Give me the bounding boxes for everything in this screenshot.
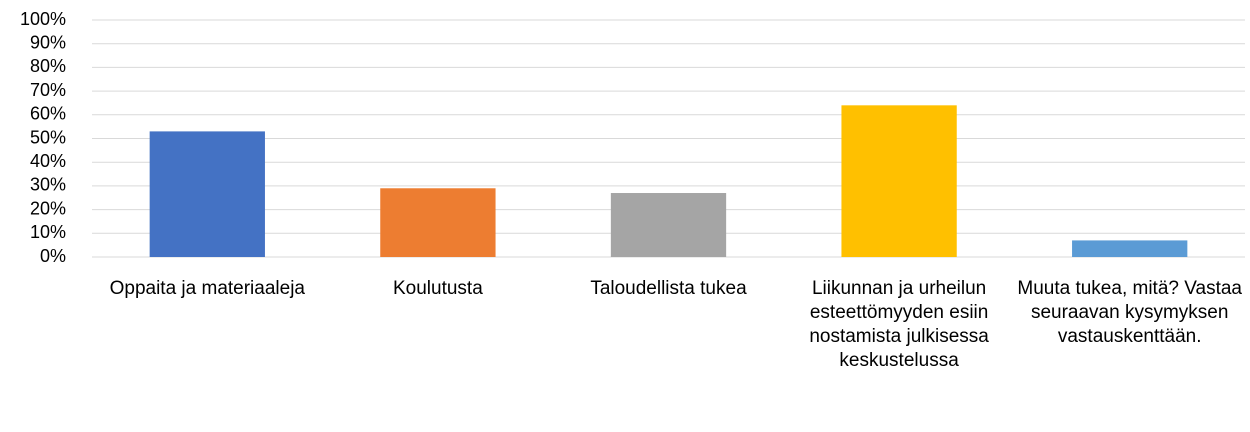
x-tick-label: Oppaita ja materiaaleja [109,278,305,299]
y-tick-label: 60% [30,104,66,124]
y-tick-label: 20% [30,198,66,218]
y-tick-label: 40% [30,151,66,171]
x-tick-label: Taloudellista tukea [590,278,747,299]
bar [149,131,265,257]
y-tick-label: 90% [30,32,66,52]
bar [841,105,957,257]
y-tick-label: 80% [30,56,66,76]
x-tick-label: Muuta tukea, mitä? Vastaa seuraavan kysy… [1017,278,1242,347]
y-tick-label: 70% [30,80,66,100]
y-tick-label: 50% [30,127,66,147]
x-tick-label: Koulutusta [392,278,483,299]
y-tick-label: 0% [40,246,66,266]
bar [610,193,727,257]
y-tick-label: 30% [30,175,66,195]
bar [1072,240,1188,257]
bar [380,188,496,257]
y-tick-label: 10% [30,222,66,242]
y-tick-label: 100% [20,9,66,29]
x-tick-label: Liikunnan ja urheilun esteettömyyden esi… [809,278,989,371]
